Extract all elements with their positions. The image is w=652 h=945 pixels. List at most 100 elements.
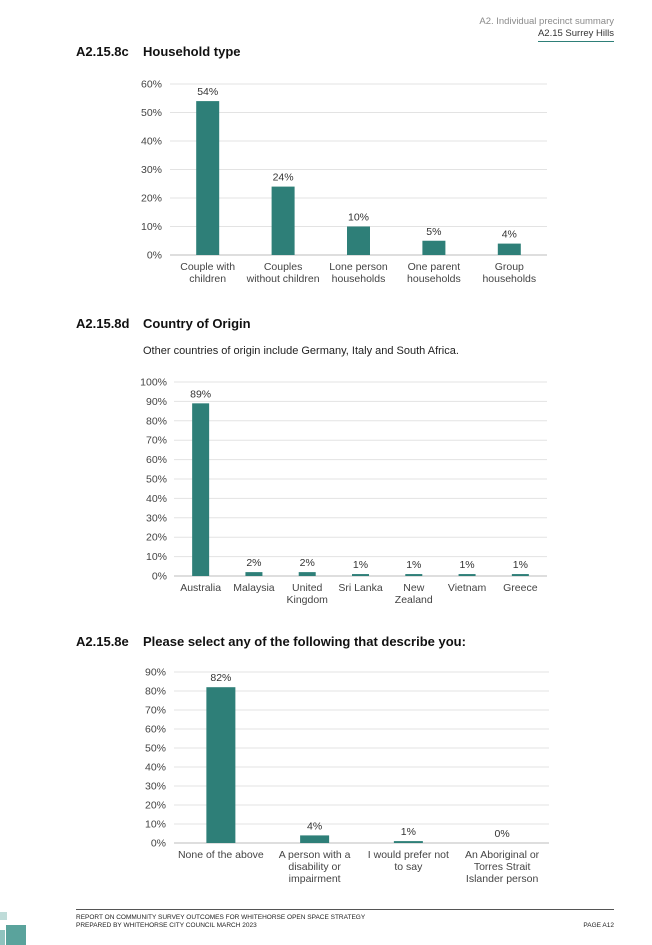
- category-label: Islander person: [466, 873, 539, 885]
- bar: [206, 687, 236, 843]
- y-tick-label: 70%: [145, 705, 166, 717]
- category-label: households: [332, 273, 386, 285]
- footer-report-line: REPORT ON COMMUNITY SURVEY OUTCOMES FOR …: [76, 914, 366, 921]
- y-tick-label: 80%: [145, 686, 166, 698]
- data-label: 1%: [459, 559, 474, 571]
- describe-you-chart: 0% 10% 20% 30% 40% 50% 60% 70% 80% 90% 82% None of …: [145, 667, 549, 885]
- section-title-origin: Country of Origin: [143, 316, 251, 331]
- category-label: An Aboriginal or: [465, 849, 540, 861]
- category-label: Greece: [503, 582, 538, 594]
- household-type-chart: 0% 10% 20% 30% 40% 50% 60% 54% Couple withchildr…: [141, 79, 547, 285]
- category-label: Torres Strait: [474, 861, 531, 873]
- bar: [352, 574, 369, 576]
- bar: [300, 835, 330, 843]
- data-label: 0%: [495, 828, 510, 840]
- category-label: Australia: [180, 582, 221, 594]
- country-of-origin-chart: 0% 10% 20% 30% 40% 50% 60% 70% 80% 90% 100% 89% Aust…: [140, 377, 547, 606]
- y-tick-label: 40%: [141, 136, 162, 148]
- category-label: without children: [246, 273, 320, 285]
- y-tick-label: 100%: [140, 377, 167, 389]
- category-label: Couples: [264, 261, 303, 273]
- y-tick-label: 20%: [145, 800, 166, 812]
- y-tick-label: 50%: [145, 743, 166, 755]
- category-label: disability or: [288, 861, 341, 873]
- category-label: households: [482, 273, 536, 285]
- data-label: 1%: [513, 559, 528, 571]
- category-label: Sri Lanka: [338, 582, 383, 594]
- data-label: 10%: [348, 212, 369, 224]
- y-tick-label: 0%: [152, 571, 167, 583]
- header-precinct-label: A2.15 Surrey Hills: [537, 28, 614, 42]
- category-label: New: [403, 582, 424, 594]
- y-tick-label: 30%: [146, 512, 167, 524]
- category-label: Vietnam: [448, 582, 487, 594]
- y-tick-label: 20%: [146, 532, 167, 544]
- data-label: 2%: [300, 557, 315, 569]
- data-label: 24%: [273, 172, 294, 184]
- category-label: Lone person: [329, 261, 388, 273]
- data-label: 2%: [246, 557, 261, 569]
- y-tick-label: 70%: [146, 435, 167, 447]
- data-label: 1%: [401, 826, 416, 838]
- y-tick-label: 0%: [151, 838, 166, 850]
- bar: [271, 186, 295, 255]
- y-tick-label: 10%: [145, 819, 166, 831]
- footer-prepared-line: PREPARED BY WHITEHORSE CITY COUNCIL MARC…: [76, 922, 257, 929]
- bar: [347, 226, 370, 255]
- category-label: None of the above: [178, 849, 264, 861]
- bar: [196, 101, 220, 255]
- origin-note: Other countries of origin include German…: [143, 345, 459, 357]
- bar: [405, 574, 423, 576]
- y-tick-label: 30%: [145, 781, 166, 793]
- data-label: 5%: [426, 226, 441, 238]
- section-number-household: A2.15.8c: [76, 44, 129, 59]
- bar: [422, 240, 446, 255]
- category-label: impairment: [289, 873, 341, 885]
- bar: [298, 572, 316, 576]
- y-tick-label: 0%: [147, 250, 162, 262]
- footer-rule: [76, 909, 614, 910]
- header-section-label: A2. Individual precinct summary: [479, 16, 614, 27]
- y-tick-label: 80%: [146, 415, 167, 427]
- section-number-describe: A2.15.8e: [76, 634, 129, 649]
- data-label: 54%: [197, 86, 218, 98]
- data-label: 4%: [502, 229, 517, 241]
- category-label: Group: [495, 261, 524, 273]
- category-label: A person with a: [279, 849, 351, 861]
- footer-decoration: [0, 930, 5, 945]
- y-tick-label: 10%: [146, 551, 167, 563]
- category-label: One parent: [408, 261, 461, 273]
- category-label: Malaysia: [233, 582, 275, 594]
- y-tick-label: 60%: [145, 724, 166, 736]
- footer-page-number: PAGE A12: [583, 922, 614, 929]
- y-tick-label: 30%: [141, 164, 162, 176]
- footer-text: REPORT ON COMMUNITY SURVEY OUTCOMES FOR …: [76, 914, 365, 930]
- category-label: households: [407, 273, 461, 285]
- section-title-describe: Please select any of the following that …: [143, 634, 466, 649]
- data-label: 1%: [353, 559, 368, 571]
- y-tick-label: 50%: [141, 107, 162, 119]
- data-label: 1%: [406, 559, 421, 571]
- category-label: Couple with: [180, 261, 235, 273]
- data-label: 89%: [190, 388, 211, 400]
- category-label: children: [189, 273, 226, 285]
- bar: [497, 243, 521, 255]
- data-label: 82%: [210, 672, 231, 684]
- data-label: 4%: [307, 820, 322, 832]
- y-tick-label: 60%: [141, 79, 162, 91]
- category-label: to say: [394, 861, 423, 873]
- y-tick-label: 20%: [141, 193, 162, 205]
- bar: [245, 572, 263, 576]
- bar: [511, 574, 529, 576]
- y-tick-label: 40%: [145, 762, 166, 774]
- y-tick-label: 50%: [146, 474, 167, 486]
- y-tick-label: 90%: [145, 667, 166, 679]
- footer-decoration: [0, 912, 7, 920]
- y-tick-label: 90%: [146, 396, 167, 408]
- y-tick-label: 10%: [141, 221, 162, 233]
- bar: [393, 841, 423, 843]
- bar: [458, 574, 476, 576]
- category-label: I would prefer not: [368, 849, 449, 861]
- section-title-household: Household type: [143, 44, 241, 59]
- y-tick-label: 40%: [146, 493, 167, 505]
